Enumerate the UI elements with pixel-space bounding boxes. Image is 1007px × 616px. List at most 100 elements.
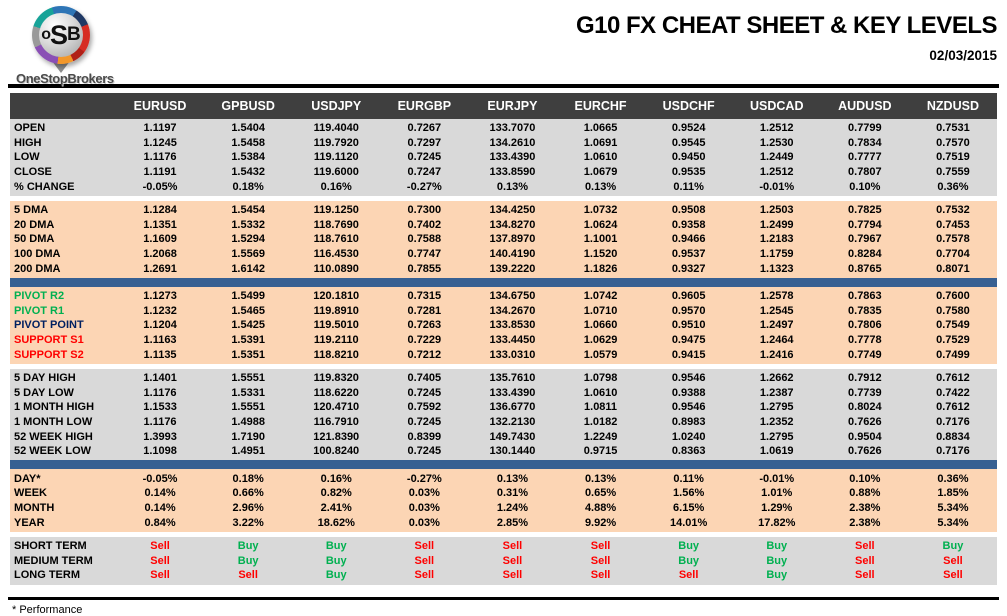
section-divider-bar xyxy=(10,277,997,287)
value-cell: 0.7747 xyxy=(407,248,442,261)
value-cell: 1.0579 xyxy=(583,348,618,361)
table-row: LOW 1.1176 1.5384 119.1120 0.7245 133.4390 1.0… xyxy=(10,150,997,165)
logo-brand-name: OneStopBrokers xyxy=(16,71,114,86)
value-cell: 0.7807 xyxy=(848,166,882,179)
signal-cell: Sell xyxy=(414,540,435,553)
value-cell: 137.8970 xyxy=(489,233,536,246)
value-cell: 0.9537 xyxy=(671,248,706,261)
signal-cell: Buy xyxy=(766,569,788,582)
value-cell: 1.1273 xyxy=(143,290,177,303)
value-cell: 0.03% xyxy=(408,516,440,529)
value-cell: 0.11% xyxy=(673,180,704,193)
value-cell: 0.7245 xyxy=(407,386,442,399)
value-cell: 0.9524 xyxy=(671,122,706,135)
value-cell: 1.5294 xyxy=(231,233,265,246)
value-cell: 118.8210 xyxy=(313,348,359,361)
row-label: 1 MONTH LOW xyxy=(14,415,93,428)
value-cell: 1.5551 xyxy=(231,401,265,414)
value-cell: 1.1197 xyxy=(143,122,177,135)
value-cell: 0.9545 xyxy=(671,136,706,149)
row-label: MONTH xyxy=(14,501,55,514)
row-label: OPEN xyxy=(14,122,46,135)
value-cell: 0.7967 xyxy=(848,233,882,246)
value-cell: -0.27% xyxy=(406,472,442,485)
value-cell: 0.7245 xyxy=(407,415,442,428)
signal-cell: Sell xyxy=(943,554,963,567)
value-cell: 1.0619 xyxy=(759,445,794,458)
row-label: % CHANGE xyxy=(14,180,75,193)
value-cell: 118.7690 xyxy=(313,218,359,231)
value-cell: 1.2068 xyxy=(143,248,177,261)
value-cell: 1.1204 xyxy=(143,319,177,332)
value-cell: 116.7910 xyxy=(313,415,359,428)
section-ohlc: OPEN 1.1197 1.5404 119.4040 0.7267 133.7070 1.… xyxy=(10,119,997,196)
row-label: 5 DAY LOW xyxy=(14,386,74,399)
signal-cell: Buy xyxy=(325,540,347,553)
value-cell: 0.13% xyxy=(496,180,529,193)
value-cell: 100.8240 xyxy=(313,445,360,458)
value-cell: 0.03% xyxy=(408,501,440,514)
value-cell: 6.15% xyxy=(673,501,705,514)
column-header-audusd: AUDUSD xyxy=(838,99,892,113)
table-row: 1 MONTH HIGH 1.1533 1.5551 120.4710 0.7592 13… xyxy=(10,400,997,415)
value-cell: 133.4450 xyxy=(489,334,536,347)
value-cell: 134.8270 xyxy=(489,218,536,231)
value-cell: 135.7610 xyxy=(489,372,536,385)
row-label: 100 DMA xyxy=(14,248,61,261)
section-pivots: PIVOT R2 1.1273 1.5499 120.1810 0.7315 134.67… xyxy=(10,286,997,364)
table-row: % CHANGE -0.05% 0.18% 0.16% -0.27% 0.13% 0.13%… xyxy=(10,179,997,194)
value-cell: 119.1250 xyxy=(313,204,359,217)
value-cell: 134.2670 xyxy=(489,304,536,317)
value-cell: 2.41% xyxy=(320,501,352,514)
row-label: 1 MONTH HIGH xyxy=(14,401,95,414)
value-cell: 1.24% xyxy=(496,501,529,514)
value-cell: 0.7245 xyxy=(407,151,442,164)
value-cell: 0.8284 xyxy=(848,248,882,261)
value-cell: 0.7825 xyxy=(848,204,882,217)
value-cell: 1.1520 xyxy=(583,248,618,261)
value-cell: 0.7578 xyxy=(936,233,970,246)
column-header-usdchf: USDCHF xyxy=(662,99,715,113)
value-cell: 1.2352 xyxy=(759,415,794,428)
value-cell: 1.1191 xyxy=(143,166,177,179)
table-row: 1 MONTH LOW 1.1176 1.4988 116.7910 0.7245 132… xyxy=(10,415,997,430)
value-cell: 0.7592 xyxy=(407,401,442,414)
value-cell: 1.1176 xyxy=(143,415,177,428)
signal-cell: Sell xyxy=(943,569,963,582)
signal-cell: Sell xyxy=(855,554,875,567)
value-cell: 0.13% xyxy=(584,180,617,193)
value-cell: 149.7430 xyxy=(489,430,536,443)
value-cell: -0.05% xyxy=(142,472,178,485)
column-header-nzdusd: NZDUSD xyxy=(926,99,979,113)
value-cell: 0.66% xyxy=(232,487,264,500)
value-cell: 1.1401 xyxy=(143,372,177,385)
row-label: 200 DMA xyxy=(14,262,61,275)
table-row: 200 DMA 1.2691 1.6142 110.0890 0.7855 139.222… xyxy=(10,261,997,276)
value-cell: 1.2578 xyxy=(759,290,794,303)
value-cell: 1.2512 xyxy=(759,166,794,179)
signal-cell: Sell xyxy=(590,540,611,553)
value-cell: 0.7263 xyxy=(407,319,442,332)
value-cell: 0.65% xyxy=(584,487,617,500)
value-cell: -0.05% xyxy=(142,180,178,193)
row-label: PIVOT R2 xyxy=(14,290,65,303)
value-cell: 0.9535 xyxy=(671,166,706,179)
row-label: LOW xyxy=(14,151,40,164)
value-cell: 1.5569 xyxy=(231,248,265,261)
value-cell: 0.8983 xyxy=(671,415,706,428)
signal-cell: Sell xyxy=(502,554,523,567)
value-cell: 0.10% xyxy=(849,180,881,193)
value-cell: 1.5432 xyxy=(231,166,265,179)
value-cell: 0.7247 xyxy=(407,166,442,179)
value-cell: 0.7297 xyxy=(407,136,442,149)
value-cell: 1.0732 xyxy=(583,204,618,217)
value-cell: 1.1759 xyxy=(759,248,794,261)
value-cell: 134.4250 xyxy=(489,204,536,217)
value-cell: 0.36% xyxy=(937,472,969,485)
value-cell: 1.2387 xyxy=(759,386,794,399)
value-cell: 1.3993 xyxy=(143,430,177,443)
value-cell: 0.9466 xyxy=(671,233,706,246)
value-cell: 1.2464 xyxy=(759,334,794,347)
value-cell: 1.0624 xyxy=(583,218,618,231)
